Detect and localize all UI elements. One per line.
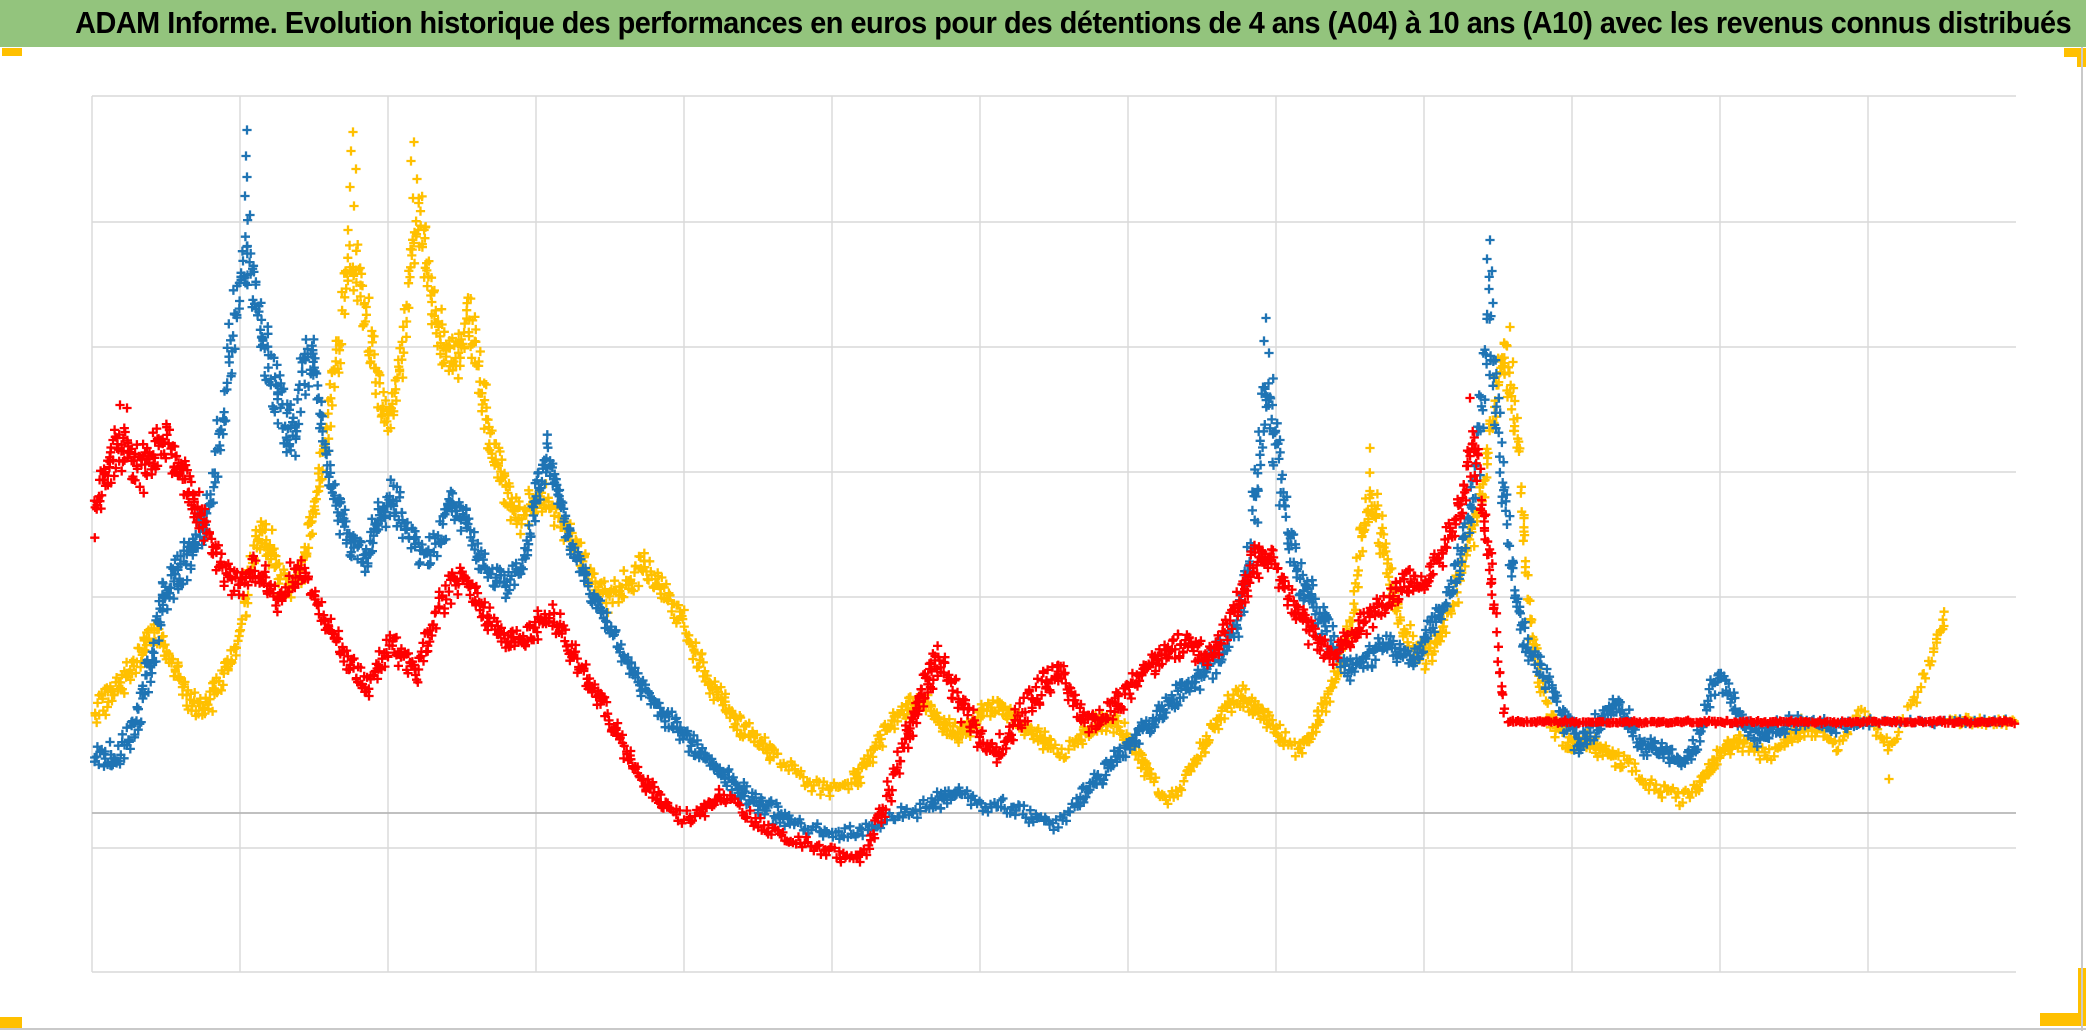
corner-mark-top-left xyxy=(2,48,22,56)
corner-mark-bottom-left xyxy=(0,1017,22,1028)
series-série-rouge xyxy=(88,392,2021,868)
window-edge-bottom xyxy=(0,1028,2086,1030)
header-bar: ADAM Informe. Evolution historique des p… xyxy=(0,0,2086,47)
corner-mark-top-right xyxy=(2064,48,2086,57)
chart-gridlines xyxy=(91,95,2016,973)
corner-mark-bottom-right xyxy=(2040,1013,2086,1026)
page-title: ADAM Informe. Evolution historique des p… xyxy=(75,0,2072,46)
chart-series-layer xyxy=(88,124,2021,868)
series-série-jaune xyxy=(89,126,2020,812)
window-edge-right xyxy=(2081,47,2083,1031)
